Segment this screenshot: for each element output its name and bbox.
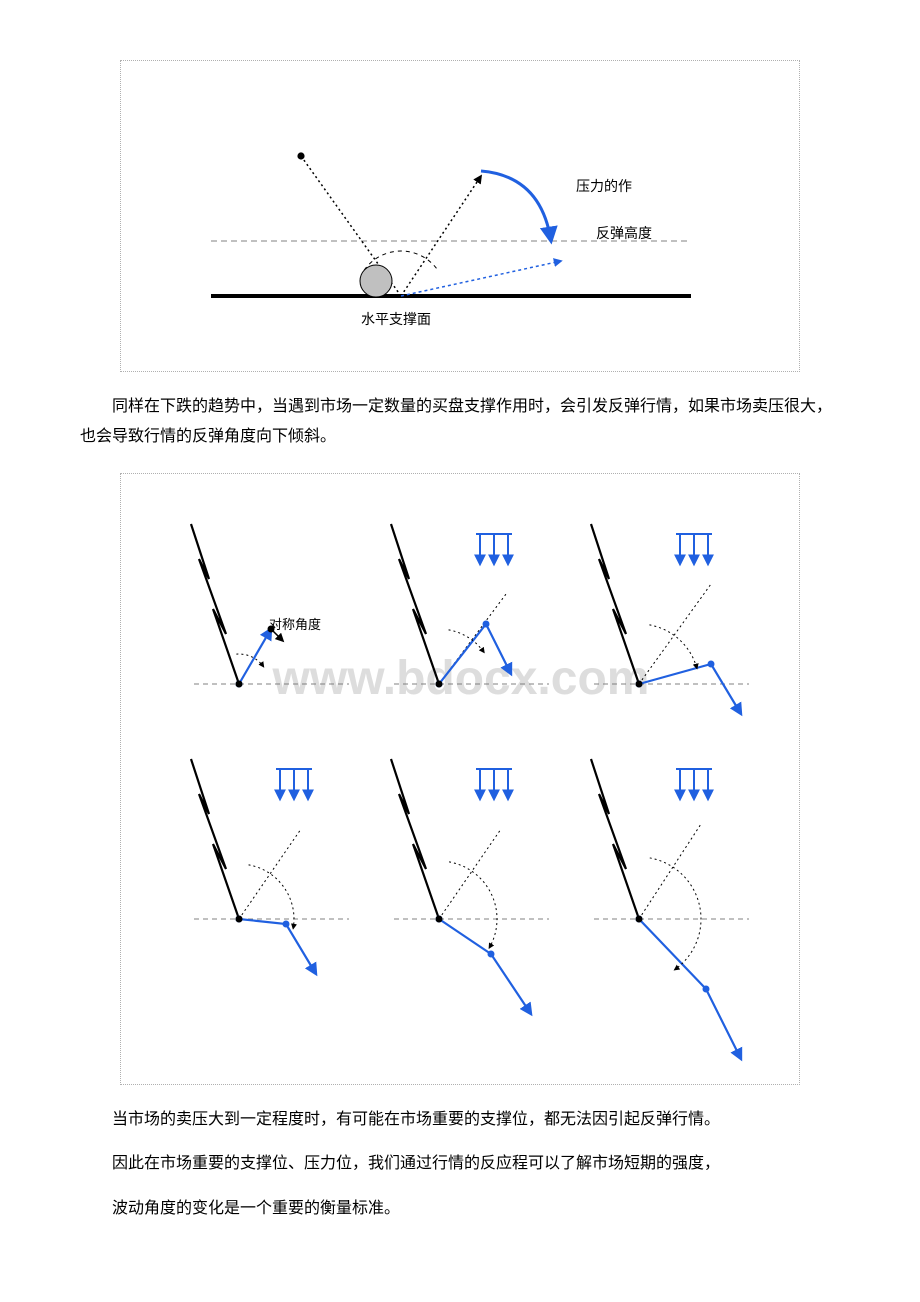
paragraph-3: 因此在市场重要的支撑位、压力位，我们通过行情的反应程可以了解市场短期的强度， [80,1149,840,1179]
svg-text:水平支撑面: 水平支撑面 [361,312,431,328]
paragraph-2: 当市场的卖压大到一定程度时，有可能在市场重要的支撑位，都无法因引起反弹行情。 [80,1105,840,1135]
svg-text:反弹高度: 反弹高度 [596,225,652,242]
svg-text:对称角度: 对称角度 [269,617,321,632]
svg-text:www.bdocx.com: www.bdocx.com [272,652,650,705]
svg-text:压力的作: 压力的作 [576,179,632,195]
paragraph-4: 波动角度的变化是一个重要的衡量标准。 [80,1194,840,1224]
market-angle-diagram: www.bdocx.com 对称角度 [120,473,800,1085]
bounce-svg: 压力的作反弹高度水平支撑面 [131,71,751,361]
angle-svg: www.bdocx.com 对称角度 [131,484,791,1074]
paragraph-1: 同样在下跌的趋势中，当遇到市场一定数量的买盘支撑作用时，会引发反弹行情，如果市场… [80,392,840,453]
physics-bounce-diagram: 压力的作反弹高度水平支撑面 [120,60,800,372]
